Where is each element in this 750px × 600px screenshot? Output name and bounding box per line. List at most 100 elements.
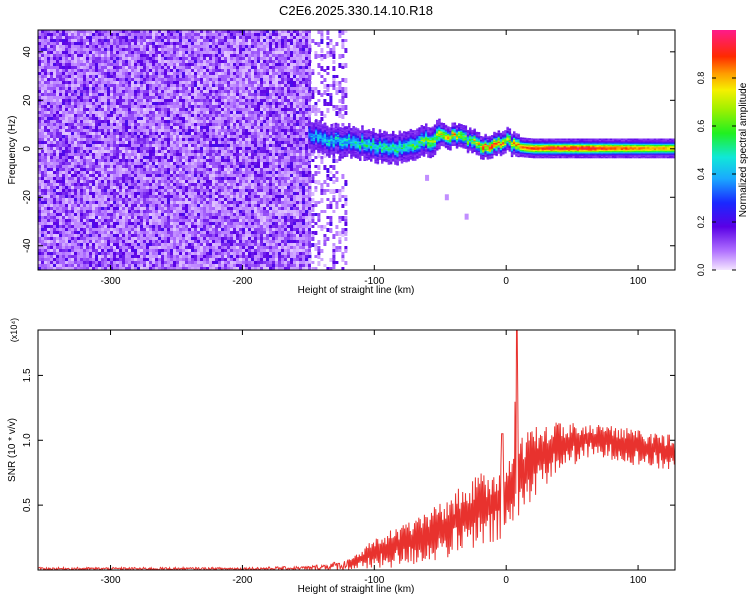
heatmap-noise-cell <box>158 123 161 128</box>
heatmap-noise-cell <box>122 267 125 270</box>
heatmap-noise-cell <box>95 186 98 189</box>
heatmap-noise-cell <box>65 102 68 106</box>
heatmap-noise-cell <box>68 39 71 44</box>
heatmap-noise-cell <box>158 138 161 141</box>
heatmap-noise-cell <box>137 96 140 100</box>
heatmap-noise-cell <box>125 204 128 209</box>
heatmap-noise-cell <box>182 189 185 192</box>
heatmap-noise-cell <box>170 60 173 63</box>
heatmap-noise-cell <box>47 150 50 155</box>
heatmap-noise-cell <box>170 36 173 39</box>
heatmap-noise-cell <box>77 174 80 177</box>
heatmap-noise-cell <box>68 210 71 213</box>
heatmap-noise-cell <box>95 222 98 226</box>
heatmap-noise-cell <box>185 141 188 146</box>
heatmap-noise-cell <box>164 138 167 142</box>
heatmap-noise-cell <box>107 102 110 106</box>
heatmap-noise-cell <box>86 75 89 80</box>
heatmap-noise-cell <box>149 87 152 92</box>
heatmap-noise-cell <box>212 93 215 98</box>
heatmap-noise-cell <box>128 114 131 119</box>
heatmap-noise-cell <box>128 39 131 42</box>
heatmap-noise-cell <box>86 126 89 131</box>
heatmap-noise-cell <box>176 30 179 34</box>
heatmap-noise-cell <box>113 123 116 127</box>
heatmap-noise-cell <box>194 123 197 126</box>
heatmap-noise-cell <box>119 189 122 192</box>
heatmap-noise-cell <box>41 156 44 159</box>
heatmap-noise-cell <box>44 48 47 52</box>
heatmap-noise-cell <box>164 174 167 177</box>
heatmap-noise-cell <box>215 225 218 229</box>
heatmap-noise-cell <box>95 177 98 180</box>
heatmap-noise-cell <box>80 111 83 114</box>
heatmap-noise-cell <box>38 132 41 137</box>
heatmap-noise-cell <box>200 144 203 148</box>
heatmap-noise-cell <box>116 78 119 83</box>
heatmap-noise-cell <box>107 84 110 89</box>
heatmap-noise-cell <box>158 216 161 221</box>
heatmap-noise-cell <box>119 234 122 239</box>
heatmap-noise-cell <box>194 105 197 110</box>
heatmap-noise-cell <box>131 201 134 206</box>
heatmap-noise-cell <box>152 36 155 39</box>
heatmap-noise-cell <box>41 246 44 251</box>
heatmap-noise-cell <box>122 96 125 101</box>
heatmap-noise-cell <box>197 117 200 120</box>
heatmap-noise-cell <box>89 108 92 111</box>
heatmap-noise-cell <box>95 63 98 67</box>
heatmap-noise-cell <box>56 192 59 195</box>
heatmap-noise-cell <box>167 45 170 48</box>
heatmap-noise-cell <box>116 255 119 259</box>
heatmap-noise-cell <box>98 117 101 121</box>
heatmap-noise-cell <box>140 78 143 82</box>
heatmap-noise-cell <box>182 63 185 67</box>
heatmap-noise-cell <box>107 159 110 162</box>
heatmap-noise-cell <box>62 246 65 249</box>
heatmap-noise-cell <box>185 84 188 89</box>
heatmap-noise-cell <box>215 87 218 91</box>
heatmap-noise-cell <box>212 243 215 246</box>
heatmap-noise-cell <box>71 168 74 173</box>
heatmap-noise-cell <box>65 114 68 117</box>
heatmap-noise-cell <box>206 87 209 92</box>
heatmap-noise-cell <box>182 138 185 142</box>
heatmap-noise-cell <box>191 63 194 68</box>
heatmap-noise-cell <box>125 255 128 258</box>
heatmap-noise-cell <box>68 204 71 209</box>
heatmap-noise-cell <box>80 210 83 215</box>
heatmap-noise-cell <box>212 78 215 82</box>
heatmap-noise-cell <box>53 87 56 92</box>
heatmap-noise-cell <box>206 36 209 40</box>
heatmap-noise-cell <box>158 234 161 239</box>
heatmap-noise-cell <box>194 246 197 250</box>
heatmap-noise-cell <box>206 213 209 218</box>
heatmap-noise-cell <box>203 183 206 188</box>
heatmap-noise-cell <box>164 171 167 174</box>
heatmap-noise-cell <box>167 201 170 206</box>
heatmap-noise-cell <box>158 237 161 240</box>
heatmap-noise-cell <box>182 117 185 120</box>
heatmap-noise-cell <box>110 219 113 224</box>
heatmap-noise-cell <box>68 120 71 123</box>
heatmap-noise-cell <box>158 228 161 233</box>
heatmap-noise-cell <box>77 186 80 189</box>
heatmap-noise-cell <box>221 51 224 56</box>
heatmap-noise-cell <box>59 141 62 146</box>
heatmap-noise-cell <box>152 249 155 254</box>
heatmap-noise-cell <box>92 39 95 44</box>
heatmap-noise-cell <box>41 204 44 209</box>
heatmap-noise-cell <box>62 192 65 196</box>
heatmap-noise-cell <box>137 186 140 190</box>
heatmap-noise-cell <box>200 192 203 196</box>
heatmap-noise-cell <box>143 243 146 248</box>
heatmap-noise-cell <box>134 183 137 186</box>
heatmap-noise-cell <box>209 195 212 200</box>
heatmap-noise-cell <box>131 66 134 70</box>
heatmap-noise-cell <box>137 144 140 149</box>
heatmap-noise-cell <box>176 51 179 56</box>
heatmap-noise-cell <box>74 213 77 217</box>
heatmap-noise-cell <box>152 105 155 109</box>
heatmap-noise-cell <box>128 186 131 191</box>
heatmap-noise-cell <box>134 234 137 238</box>
